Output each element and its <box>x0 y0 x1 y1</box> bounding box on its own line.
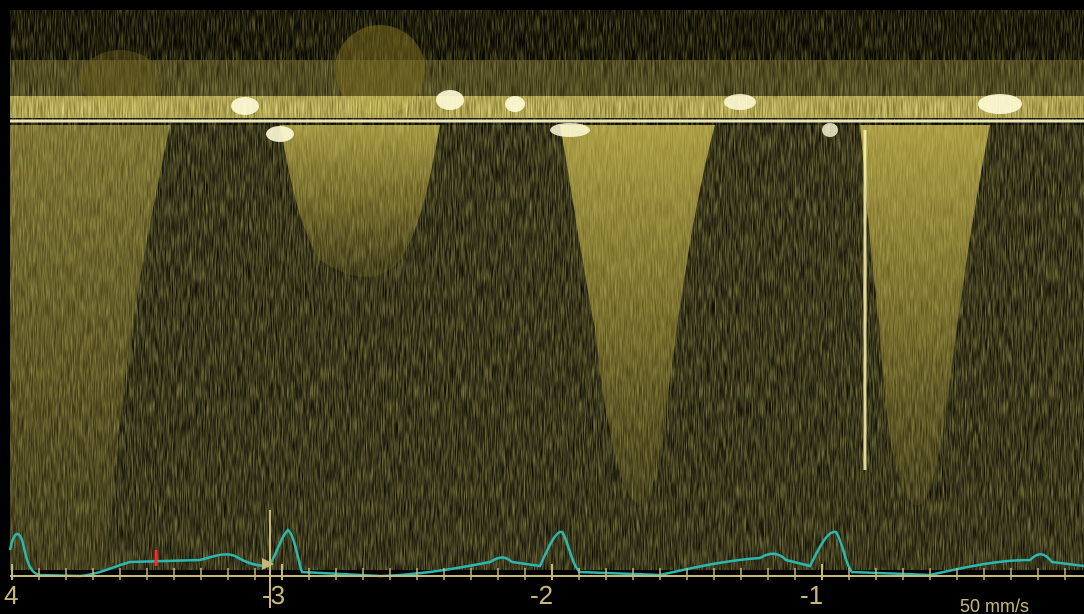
time-label-minus-1: -1 <box>800 582 823 608</box>
time-label-minus-3: -3 <box>262 582 285 608</box>
sweep-speed-label: 50 mm/s <box>960 597 1029 614</box>
flow-envelopes <box>10 125 1084 570</box>
time-label-4: 4 <box>4 582 18 608</box>
time-label-minus-2: -2 <box>530 582 553 608</box>
